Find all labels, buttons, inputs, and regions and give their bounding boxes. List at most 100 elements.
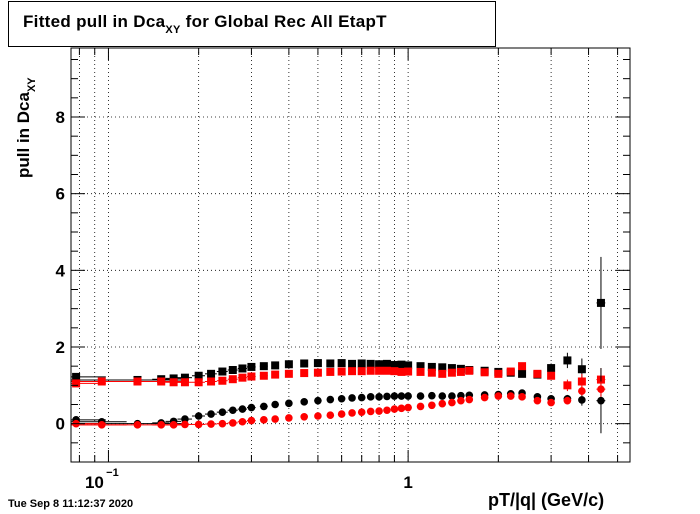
data-point	[72, 379, 81, 388]
data-point	[326, 395, 335, 404]
data-point	[207, 420, 215, 428]
data-point	[260, 402, 268, 411]
data-point	[247, 372, 256, 381]
data-point	[285, 414, 293, 422]
data-point	[169, 421, 178, 429]
data-point	[313, 368, 322, 377]
data-point	[247, 362, 256, 371]
data-point	[448, 398, 456, 407]
data-point	[480, 368, 489, 377]
data-point	[375, 393, 383, 401]
data-point	[597, 396, 605, 405]
y-tick-label: 6	[56, 185, 65, 204]
data-point	[271, 415, 279, 423]
data-layer	[71, 256, 606, 434]
data-point	[596, 298, 605, 307]
axes-ticks	[71, 48, 630, 463]
data-point	[397, 360, 406, 369]
data-point	[438, 392, 447, 400]
data-point	[533, 369, 542, 378]
data-point	[357, 408, 366, 416]
data-point	[259, 371, 268, 380]
data-point	[480, 393, 489, 402]
data-point	[238, 417, 247, 426]
data-point	[397, 367, 406, 376]
data-point	[72, 372, 81, 381]
data-point	[357, 367, 366, 376]
data-point	[133, 421, 142, 429]
data-point	[285, 399, 293, 408]
data-point	[300, 359, 309, 368]
data-point	[194, 412, 203, 420]
data-point	[194, 378, 203, 387]
data-point	[337, 394, 346, 403]
data-point	[563, 356, 572, 365]
data-point	[180, 378, 189, 387]
data-point	[300, 412, 308, 421]
data-point	[157, 377, 166, 386]
data-point	[465, 395, 474, 404]
y-axis-label-main: pull in Dca	[14, 92, 33, 178]
data-point	[218, 367, 227, 376]
data-point	[314, 412, 322, 420]
data-point	[397, 392, 406, 400]
data-point	[506, 367, 515, 376]
x-tick-label: 1	[403, 473, 412, 492]
data-point	[229, 419, 237, 427]
chart-title-rest: for Global Rec All EtapT	[180, 12, 387, 31]
data-point	[547, 398, 555, 407]
data-point	[260, 416, 268, 424]
data-point	[284, 360, 293, 369]
data-point	[563, 381, 572, 390]
data-point	[259, 362, 268, 371]
data-point	[375, 366, 384, 375]
data-point	[494, 369, 503, 378]
data-point	[326, 411, 335, 420]
data-series	[71, 368, 606, 434]
data-point	[448, 392, 456, 400]
data-point	[518, 369, 527, 378]
chart-title-subscript: XY	[165, 24, 181, 36]
y-tick-label: 4	[56, 261, 66, 280]
data-point	[238, 405, 247, 413]
data-point	[181, 415, 189, 423]
data-point	[404, 361, 413, 370]
chart-title-main: Fitted pull in Dca	[23, 12, 166, 31]
data-series	[71, 381, 606, 429]
data-point	[375, 407, 383, 415]
data-point	[348, 367, 357, 376]
data-point	[375, 360, 384, 369]
data-point	[404, 392, 412, 400]
data-point	[438, 363, 447, 372]
tick-labels: 0 2 4 6 8 10 −1 1	[56, 108, 413, 492]
data-point	[207, 369, 216, 378]
data-point	[238, 373, 247, 382]
data-point	[314, 396, 322, 405]
data-point	[326, 367, 335, 376]
data-point	[390, 361, 399, 370]
data-point	[366, 393, 375, 401]
data-point	[447, 368, 456, 377]
data-point	[271, 361, 280, 370]
data-point	[533, 396, 542, 405]
data-point	[456, 367, 465, 376]
data-point	[427, 362, 436, 371]
data-point	[416, 402, 425, 411]
timestamp: Tue Sep 8 11:12:37 2020	[8, 498, 134, 510]
data-point	[366, 366, 375, 375]
data-point	[348, 409, 356, 417]
data-point	[348, 394, 356, 402]
plot-frame	[70, 47, 631, 463]
y-tick-label: 8	[56, 108, 65, 127]
data-point	[169, 378, 178, 387]
data-point	[348, 359, 357, 368]
data-point	[218, 408, 227, 416]
x-tick-label: 10	[85, 473, 104, 492]
data-point	[547, 364, 556, 373]
data-point	[180, 373, 189, 382]
data-point	[494, 392, 503, 400]
y-axis-label-subscript: XY	[26, 77, 38, 93]
data-point	[300, 398, 308, 406]
data-point	[218, 419, 227, 428]
